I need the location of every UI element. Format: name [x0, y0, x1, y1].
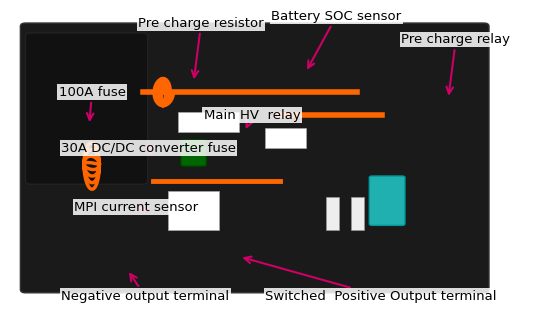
- FancyBboxPatch shape: [369, 176, 405, 225]
- Bar: [178, 112, 239, 132]
- Text: MPI current sensor: MPI current sensor: [74, 201, 198, 214]
- Text: Battery SOC sensor: Battery SOC sensor: [271, 10, 401, 68]
- Bar: [352, 197, 364, 230]
- Bar: [168, 191, 219, 230]
- Text: Pre charge relay: Pre charge relay: [401, 33, 510, 94]
- Text: 30A DC/DC converter fuse: 30A DC/DC converter fuse: [61, 141, 236, 155]
- Text: 100A fuse: 100A fuse: [58, 86, 126, 120]
- Text: Negative output terminal: Negative output terminal: [61, 274, 230, 303]
- FancyBboxPatch shape: [181, 140, 206, 166]
- Text: Pre charge resistor: Pre charge resistor: [138, 16, 264, 77]
- Bar: [326, 197, 339, 230]
- Text: Main HV  relay: Main HV relay: [204, 109, 300, 127]
- FancyBboxPatch shape: [21, 23, 489, 293]
- Text: Switched  Positive Output terminal: Switched Positive Output terminal: [244, 257, 496, 303]
- FancyBboxPatch shape: [25, 33, 148, 184]
- Bar: [265, 128, 306, 148]
